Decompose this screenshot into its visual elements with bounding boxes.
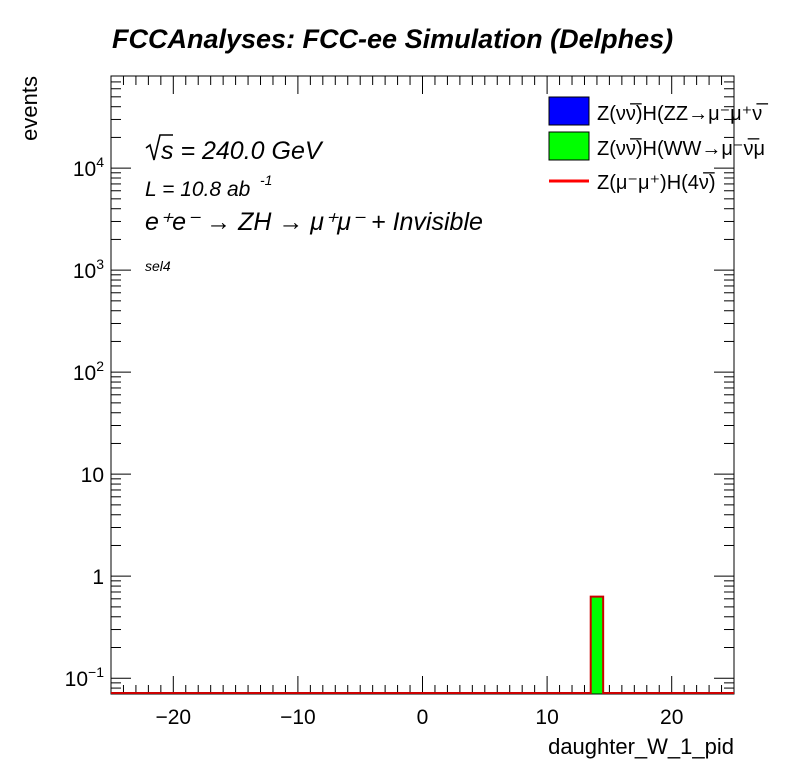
y-axis-label: events <box>17 76 42 141</box>
x-tick-label: 20 <box>660 706 683 729</box>
y-tick-base: 10 <box>81 464 104 487</box>
y-tick-label: 104 <box>73 154 104 181</box>
bars-group <box>111 595 734 695</box>
x-tick-label: −20 <box>155 706 191 729</box>
histogram-outline-line <box>111 595 734 694</box>
lumi-annotation: L = 10.8 ab -1 <box>145 172 272 201</box>
chart-title: FCCAnalyses: FCC-ee Simulation (Delphes) <box>112 24 673 54</box>
y-tick-label: 1 <box>92 566 104 589</box>
process-annotation: e⁺e⁻ → ZH → μ⁺μ⁻ + Invisible <box>145 208 483 236</box>
y-tick-base: 10 <box>73 158 96 181</box>
y-tick-base: 1 <box>92 566 104 589</box>
lumi-exponent: -1 <box>260 172 272 188</box>
y-tick-label: 103 <box>73 256 104 283</box>
lumi-text: L = 10.8 ab <box>145 178 251 201</box>
x-tick-label: −10 <box>280 706 316 729</box>
legend-label-zz: Z(νν̅)H(ZZ→μ⁻μ⁺ν̅ <box>597 102 768 125</box>
y-tick-exponent: −1 <box>88 664 104 680</box>
y-tick-label: 10−1 <box>65 664 105 691</box>
x-axis-label: daughter_W_1_pid <box>548 734 734 759</box>
legend-label-4nu: Z(μ⁻μ⁺)H(4ν̅) <box>597 171 716 194</box>
y-tick-base: 10 <box>73 260 96 283</box>
y-tick-base: 10 <box>65 668 88 691</box>
y-tick-label: 10 <box>81 464 104 487</box>
plot-frame <box>110 75 735 695</box>
sqrt-s-text: s = 240.0 GeV <box>161 137 324 165</box>
legend-swatch-ww <box>548 131 590 161</box>
y-tick-base: 10 <box>73 362 96 385</box>
x-tick-label: 10 <box>535 706 558 729</box>
histogram-bar-1 <box>590 596 604 695</box>
x-tick-label: 0 <box>417 706 429 729</box>
legend-label-ww: Z(νν̅)H(WW→μ⁻ν̅μ <box>597 137 765 160</box>
y-tick-label: 102 <box>73 358 104 385</box>
sqrt-symbol <box>145 134 173 161</box>
legend: Z(νν̅)H(ZZ→μ⁻μ⁺ν̅ Z(νν̅)H(WW→μ⁻ν̅μ Z(μ⁻μ… <box>548 96 768 194</box>
sqrt-s-annotation: s = 240.0 GeV <box>145 134 324 165</box>
y-tick-exponent: 3 <box>96 256 104 272</box>
selection-annotation: sel4 <box>145 258 171 274</box>
y-tick-exponent: 2 <box>96 358 104 374</box>
y-tick-exponent: 4 <box>96 154 104 170</box>
legend-swatch-zz <box>548 96 590 126</box>
